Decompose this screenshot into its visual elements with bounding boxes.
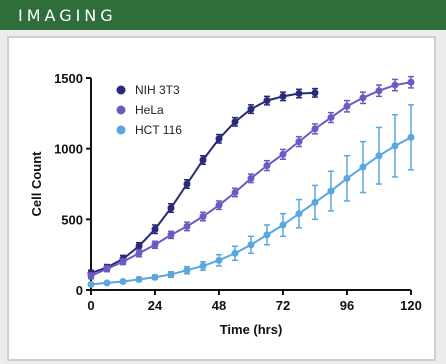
chart-frame: 0 24 48 72 96 120 0 500 1000 1500 Time (hrs) Cell C… (7, 36, 436, 361)
data-point (359, 163, 367, 171)
data-point (311, 125, 319, 133)
data-point (135, 242, 143, 250)
y-tick-label: 500 (61, 212, 83, 227)
growth-chart: 0 24 48 72 96 120 0 500 1000 1500 Time (hrs) Cell C… (29, 71, 422, 337)
data-point (231, 249, 239, 257)
data-point (263, 162, 271, 170)
data-point (167, 204, 175, 212)
data-point (279, 150, 287, 158)
data-point (87, 272, 95, 280)
legend-marker (116, 125, 126, 135)
legend-label: HCT 116 (135, 123, 182, 137)
data-point (199, 156, 207, 164)
data-point (247, 174, 255, 182)
x-tick-label: 24 (148, 298, 163, 313)
series-line-0 (90, 91, 316, 274)
data-point (87, 280, 95, 288)
data-point (327, 187, 335, 195)
data-point (183, 222, 191, 230)
data-point (215, 135, 223, 143)
legend-marker (116, 105, 126, 115)
data-point (311, 198, 319, 206)
data-point (391, 142, 399, 150)
plot-area: 0 24 48 72 96 120 0 500 1000 1500 Time (hrs) Cell C… (29, 71, 422, 337)
data-point (151, 241, 159, 249)
data-point (199, 213, 207, 221)
data-point (263, 97, 271, 105)
x-axis-title: Time (hrs) (220, 322, 283, 337)
data-point (375, 152, 383, 160)
data-point (183, 266, 191, 274)
data-point (247, 241, 255, 249)
data-point (359, 94, 367, 102)
x-tick-label: 0 (87, 298, 94, 313)
data-point (295, 210, 303, 218)
data-point (135, 249, 143, 257)
y-tick-label: 1000 (54, 142, 83, 157)
data-point (343, 174, 351, 182)
y-tick-label: 1500 (54, 71, 83, 86)
x-tick-label: 96 (340, 298, 354, 313)
data-point (311, 89, 319, 97)
data-point (231, 188, 239, 196)
section-title: IMAGING (18, 6, 117, 25)
data-point (279, 92, 287, 100)
data-point (199, 262, 207, 270)
data-point (375, 87, 383, 95)
data-point (103, 265, 111, 273)
data-point (103, 279, 111, 287)
x-tick-label: 120 (400, 298, 422, 313)
data-point (119, 258, 127, 266)
data-point (407, 133, 415, 141)
data-point (215, 201, 223, 209)
data-point (135, 275, 143, 283)
data-point (295, 90, 303, 98)
data-point (263, 231, 271, 239)
data-point (119, 278, 127, 286)
x-tick-label: 72 (276, 298, 290, 313)
data-point (343, 102, 351, 110)
data-point (167, 231, 175, 239)
legend-marker (116, 85, 126, 95)
x-tick-label: 48 (212, 298, 226, 313)
data-point (151, 225, 159, 233)
legend-label: HeLa (135, 103, 164, 117)
data-point (295, 138, 303, 146)
data-point (167, 270, 175, 278)
data-point (327, 114, 335, 122)
data-point (391, 81, 399, 89)
data-point (183, 180, 191, 188)
data-point (247, 105, 255, 113)
legend-label: NIH 3T3 (135, 83, 180, 97)
data-point (151, 273, 159, 281)
y-tick-label: 0 (76, 283, 83, 298)
data-point (215, 256, 223, 264)
data-point (231, 118, 239, 126)
data-point (407, 78, 415, 86)
section-header: IMAGING (0, 0, 446, 30)
data-point (279, 221, 287, 229)
y-axis-title: Cell Count (29, 151, 44, 217)
